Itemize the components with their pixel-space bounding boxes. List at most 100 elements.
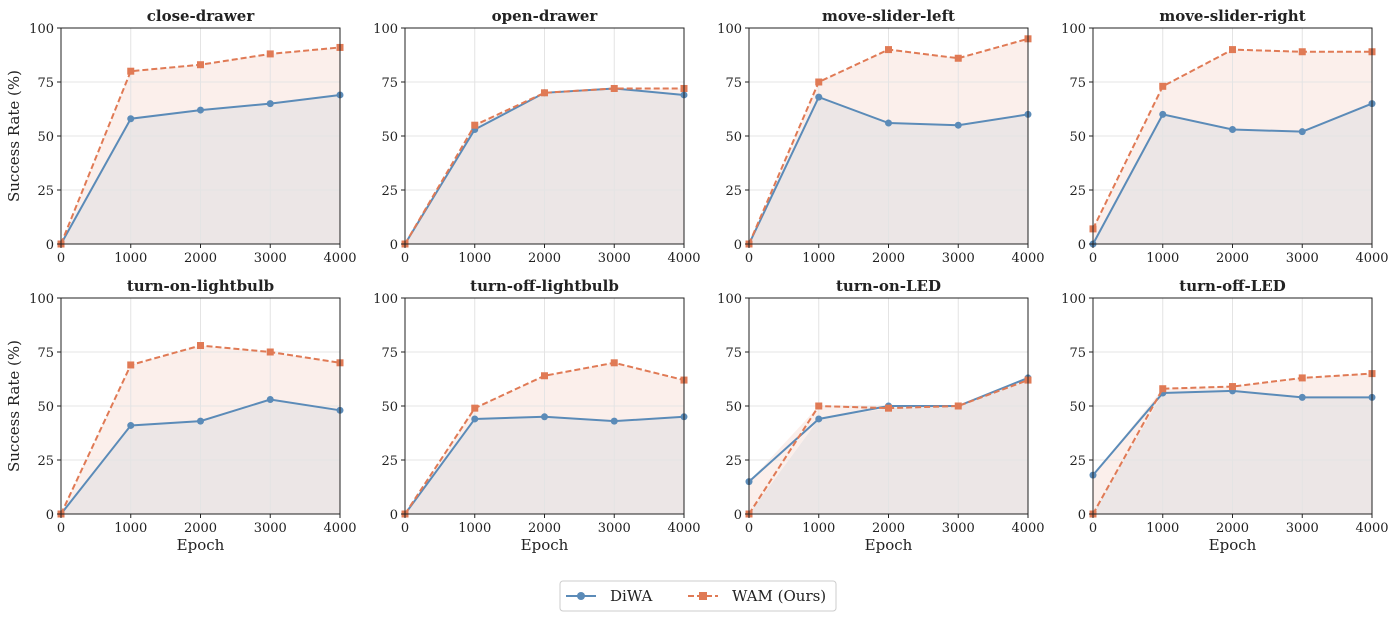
wam-point <box>266 348 274 356</box>
wam-point <box>610 359 618 367</box>
diwa-point <box>471 415 479 423</box>
y-tick-label: 25 <box>37 454 54 469</box>
x-tick-label: 1000 <box>458 251 491 266</box>
y-tick-label: 0 <box>734 238 742 253</box>
x-tick-label: 1000 <box>1146 251 1179 266</box>
diwa-point <box>197 106 204 114</box>
wam-point <box>471 121 479 129</box>
x-tick-label: 3000 <box>598 251 631 266</box>
wam-point <box>541 372 548 380</box>
y-tick-label: 25 <box>1069 454 1086 469</box>
x-tick-label: 4000 <box>323 251 356 266</box>
x-tick-label: 1000 <box>458 521 491 536</box>
x-tick-label: 1000 <box>114 251 147 266</box>
x-tick-label: 0 <box>401 521 409 536</box>
diwa-point <box>1229 126 1236 134</box>
x-tick-label: 1000 <box>802 521 835 536</box>
x-tick-label: 2000 <box>1216 521 1249 536</box>
panel-move-slider-right: 0 1000 2000 3000 4000 0 25 50 75 100 move-slider-r… <box>1061 7 1388 266</box>
y-tick-label: 50 <box>1069 400 1086 415</box>
x-tick-label: 4000 <box>1011 251 1044 266</box>
diwa-point <box>266 100 274 108</box>
wam-point <box>885 46 892 54</box>
y-tick-label: 100 <box>373 292 398 307</box>
diwa-point <box>1298 393 1306 401</box>
y-tick-label: 75 <box>37 346 54 361</box>
y-tick-label: 75 <box>725 76 742 91</box>
wam-point <box>197 61 204 69</box>
x-tick-label: 3000 <box>598 521 631 536</box>
x-tick-label: 1000 <box>114 521 147 536</box>
y-tick-label: 0 <box>46 238 54 253</box>
y-tick-label: 25 <box>725 184 742 199</box>
y-tick-label: 100 <box>1061 292 1086 307</box>
x-axis-label: Epoch <box>1209 536 1257 554</box>
x-tick-label: 4000 <box>1011 521 1044 536</box>
wam-point <box>127 361 135 369</box>
panel-turn-on-LED: 0 1000 2000 3000 4000 0 25 50 75 100 turn-on-LED Ep… <box>717 277 1044 554</box>
x-tick-label: 0 <box>57 251 65 266</box>
wam-point <box>815 402 823 410</box>
diwa-point <box>954 121 962 129</box>
y-tick-label: 75 <box>37 76 54 91</box>
chart-legend: DiWA WAM (Ours) <box>559 580 837 612</box>
x-tick-label: 2000 <box>528 251 561 266</box>
wam-point <box>815 78 823 86</box>
x-tick-label: 2000 <box>184 251 217 266</box>
panel-title: close-drawer <box>147 7 256 25</box>
y-tick-label: 100 <box>29 292 54 307</box>
y-tick-label: 25 <box>381 184 398 199</box>
x-tick-label: 2000 <box>184 521 217 536</box>
x-tick-label: 0 <box>1089 521 1097 536</box>
wam-point <box>954 54 962 62</box>
wam-point <box>1159 385 1167 393</box>
wam-point <box>885 404 892 412</box>
y-tick-label: 0 <box>46 508 54 523</box>
diwa-point <box>541 413 548 421</box>
panel-turn-off-LED: 0 1000 2000 3000 4000 0 25 50 75 100 turn-off-LED E… <box>1061 277 1388 554</box>
y-tick-label: 100 <box>29 22 54 37</box>
wam-point <box>541 89 548 97</box>
x-tick-label: 4000 <box>1355 251 1388 266</box>
x-tick-label: 4000 <box>667 521 700 536</box>
panel-turn-off-lightbulb: 0 1000 2000 3000 4000 0 25 50 75 100 turn-off-ligh… <box>373 277 700 554</box>
y-tick-label: 100 <box>373 22 398 37</box>
y-tick-label: 50 <box>725 130 742 145</box>
y-tick-label: 0 <box>1078 508 1086 523</box>
y-tick-label: 50 <box>381 400 398 415</box>
y-axis-label: Success Rate (%) <box>5 340 23 472</box>
y-tick-label: 75 <box>1069 76 1086 91</box>
y-tick-label: 75 <box>381 76 398 91</box>
x-tick-label: 3000 <box>254 251 287 266</box>
diwa-point <box>1298 128 1306 136</box>
y-tick-label: 75 <box>381 346 398 361</box>
y-tick-label: 25 <box>1069 184 1086 199</box>
y-tick-label: 0 <box>390 238 398 253</box>
y-tick-label: 50 <box>37 400 54 415</box>
x-tick-label: 3000 <box>942 251 975 266</box>
y-tick-label: 25 <box>381 454 398 469</box>
y-tick-label: 100 <box>717 292 742 307</box>
panel-open-drawer: 0 1000 2000 3000 4000 0 25 50 75 100 open-drawer <box>373 7 700 266</box>
diwa-point <box>266 396 274 404</box>
y-tick-label: 0 <box>390 508 398 523</box>
y-tick-label: 75 <box>725 346 742 361</box>
panel-title: move-slider-right <box>1159 7 1305 25</box>
wam-point <box>1298 48 1306 56</box>
diwa-point <box>885 119 892 127</box>
panel-title: turn-on-lightbulb <box>127 277 274 295</box>
x-tick-label: 0 <box>1089 251 1097 266</box>
x-tick-label: 3000 <box>1286 521 1319 536</box>
wam-point <box>1229 383 1236 391</box>
y-axis-label: Success Rate (%) <box>5 70 23 202</box>
y-tick-label: 75 <box>1069 346 1086 361</box>
panel-close-drawer: 0 1000 2000 3000 4000 0 25 50 75 100 close-drawer S… <box>5 7 357 266</box>
panel-title: open-drawer <box>492 7 599 25</box>
x-tick-label: 1000 <box>802 251 835 266</box>
y-tick-label: 50 <box>725 400 742 415</box>
diwa-point <box>815 415 823 423</box>
x-tick-label: 3000 <box>1286 251 1319 266</box>
legend-wam-marker <box>699 592 707 600</box>
wam-point <box>954 402 962 410</box>
x-tick-label: 4000 <box>323 521 356 536</box>
